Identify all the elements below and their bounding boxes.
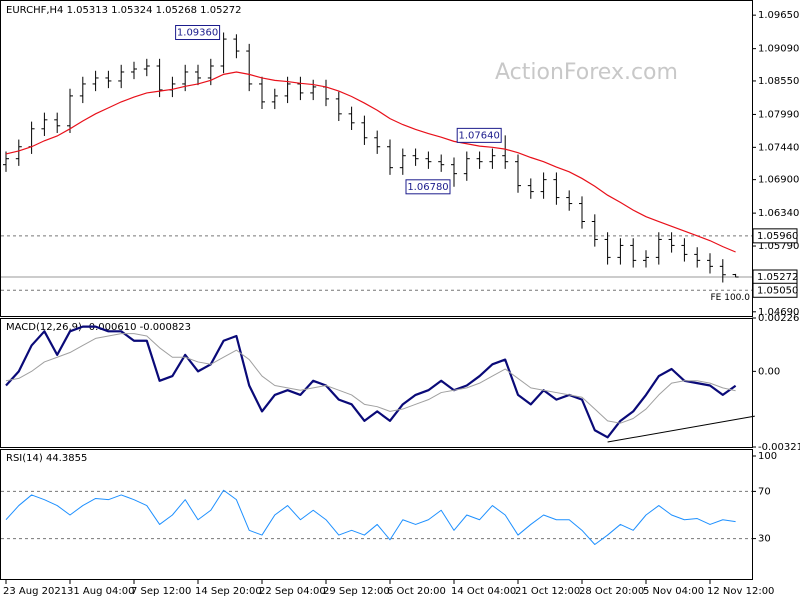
y-tick-label: 1.09650: [758, 10, 799, 21]
level-label: 1.05960: [757, 231, 798, 242]
x-tick-label: 7 Sep 12:00: [131, 586, 191, 597]
x-tick-label: 6 Oct 20:00: [387, 586, 446, 597]
annotation-box: [405, 179, 451, 195]
level-label-box: [752, 282, 798, 298]
price-panel: [0, 0, 753, 317]
level-note: FE 100.0: [711, 293, 751, 303]
level-label-box: [752, 228, 798, 244]
x-tick-label: 14 Oct 04:00: [451, 586, 516, 597]
x-tick-label: 23 Aug 2021: [3, 586, 67, 597]
price-title: EURCHF,H4 1.05313 1.05324 1.05268 1.0527…: [6, 5, 242, 16]
annotation-label: 1.09360: [177, 28, 218, 39]
y-tick-label: 1.05790: [758, 241, 799, 252]
y-tick-label: 1.04690: [758, 307, 799, 318]
y-tick-label: 70: [758, 486, 771, 497]
y-tick-label: 1.06900: [758, 175, 799, 186]
y-tick-label: 0.00: [758, 366, 780, 377]
x-tick-label: 29 Sep 12:00: [323, 586, 390, 597]
y-tick-label: 1.08550: [758, 76, 799, 87]
y-tick-label: 0.002265: [758, 313, 800, 324]
level-label: 1.05272: [757, 272, 798, 283]
x-tick-label: 22 Sep 04:00: [259, 586, 326, 597]
x-tick-label: 14 Sep 20:00: [195, 586, 262, 597]
trendline: [607, 415, 755, 443]
y-tick-label: 100: [758, 451, 777, 462]
series-line: [5, 489, 736, 545]
annotation-label: 1.06780: [407, 182, 448, 193]
annotation-box: [175, 25, 221, 41]
series-line: [5, 325, 737, 439]
level-label: 1.05050: [757, 285, 798, 296]
x-tick-label: 28 Oct 20:00: [579, 586, 644, 597]
y-tick-label: 1.07990: [758, 109, 799, 120]
y-tick-label: 30: [758, 534, 771, 545]
rsi-panel: [0, 449, 753, 580]
series-line: [5, 333, 736, 424]
x-tick-label: 5 Nov 04:00: [643, 586, 704, 597]
y-tick-label: 1.06340: [758, 208, 799, 219]
macd-panel: [0, 318, 753, 448]
x-tick-label: 21 Oct 12:00: [515, 586, 580, 597]
watermark: ActionForex.com: [495, 60, 678, 85]
y-tick-label: 1.07440: [758, 142, 799, 153]
rsi-title: RSI(14) 44.3855: [6, 453, 87, 464]
annotation-label: 1.07640: [459, 130, 500, 141]
x-tick-label: 31 Aug 04:00: [67, 586, 134, 597]
moving-average: [5, 71, 736, 253]
annotation-box: [456, 127, 502, 143]
y-tick-label: 1.09090: [758, 44, 799, 55]
x-tick-label: 12 Nov 12:00: [707, 586, 774, 597]
